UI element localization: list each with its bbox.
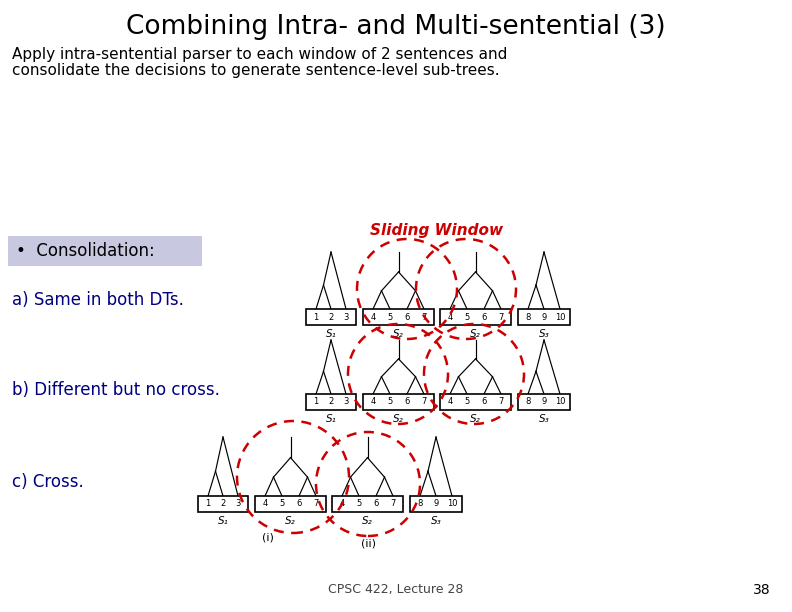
Bar — [518, 394, 570, 410]
Text: S₁: S₁ — [218, 516, 228, 526]
Text: 9: 9 — [542, 313, 546, 321]
Bar — [363, 394, 434, 410]
Text: 1: 1 — [314, 313, 318, 321]
Text: 10: 10 — [554, 398, 565, 406]
Bar — [440, 309, 511, 325]
Text: 3: 3 — [343, 398, 348, 406]
Text: 4: 4 — [371, 398, 375, 406]
Text: S₁: S₁ — [326, 414, 337, 424]
Text: 8: 8 — [417, 499, 423, 509]
Text: 5: 5 — [356, 499, 362, 509]
Text: 2: 2 — [220, 499, 226, 509]
Text: 7: 7 — [421, 313, 427, 321]
Text: 4: 4 — [447, 313, 452, 321]
Text: 38: 38 — [753, 583, 771, 597]
Text: 4: 4 — [447, 398, 452, 406]
Text: 2: 2 — [329, 313, 333, 321]
Text: S₂: S₂ — [470, 329, 481, 339]
Text: 6: 6 — [482, 398, 487, 406]
Text: c) Cross.: c) Cross. — [12, 473, 84, 491]
Bar — [363, 309, 434, 325]
Text: S₃: S₃ — [539, 329, 550, 339]
Bar — [440, 394, 511, 410]
Bar — [198, 496, 248, 512]
Text: Apply intra-sentential parser to each window of 2 sentences and: Apply intra-sentential parser to each wi… — [12, 47, 508, 61]
Text: 4: 4 — [371, 313, 375, 321]
Text: 7: 7 — [314, 499, 318, 509]
Text: 3: 3 — [343, 313, 348, 321]
FancyBboxPatch shape — [8, 236, 202, 266]
Text: 3: 3 — [235, 499, 241, 509]
Text: S₂: S₂ — [393, 329, 404, 339]
Bar — [332, 496, 403, 512]
Text: 5: 5 — [387, 313, 393, 321]
Text: 6: 6 — [404, 313, 409, 321]
Bar — [306, 309, 356, 325]
Text: 4: 4 — [262, 499, 268, 509]
Text: 4: 4 — [340, 499, 345, 509]
Text: S₃: S₃ — [539, 414, 550, 424]
Text: 2: 2 — [329, 398, 333, 406]
Text: 1: 1 — [314, 398, 318, 406]
Text: 8: 8 — [525, 398, 531, 406]
Text: 6: 6 — [373, 499, 379, 509]
Bar — [255, 496, 326, 512]
Bar — [518, 309, 570, 325]
Text: S₂: S₂ — [393, 414, 404, 424]
Text: S₂: S₂ — [285, 516, 296, 526]
Text: 6: 6 — [296, 499, 302, 509]
Text: 5: 5 — [387, 398, 393, 406]
Text: 9: 9 — [542, 398, 546, 406]
Text: •  Consolidation:: • Consolidation: — [16, 242, 154, 260]
Text: S₃: S₃ — [431, 516, 441, 526]
Text: 10: 10 — [447, 499, 457, 509]
Text: CPSC 422, Lecture 28: CPSC 422, Lecture 28 — [329, 583, 463, 597]
Text: (ii): (ii) — [360, 539, 375, 549]
Text: S₁: S₁ — [326, 329, 337, 339]
Text: Combining Intra- and Multi-sentential (3): Combining Intra- and Multi-sentential (3… — [126, 14, 666, 40]
Text: 5: 5 — [280, 499, 284, 509]
Text: 7: 7 — [498, 398, 504, 406]
Text: 8: 8 — [525, 313, 531, 321]
Text: 6: 6 — [404, 398, 409, 406]
Bar — [410, 496, 462, 512]
Text: (i): (i) — [262, 533, 274, 543]
Text: Sliding Window: Sliding Window — [370, 223, 503, 237]
Text: b) Different but no cross.: b) Different but no cross. — [12, 381, 220, 399]
Text: 7: 7 — [421, 398, 427, 406]
Text: 5: 5 — [464, 398, 470, 406]
Text: a) Same in both DTs.: a) Same in both DTs. — [12, 291, 184, 309]
Bar — [306, 394, 356, 410]
Text: 6: 6 — [482, 313, 487, 321]
Text: S₂: S₂ — [362, 516, 373, 526]
Text: consolidate the decisions to generate sentence-level sub-trees.: consolidate the decisions to generate se… — [12, 64, 500, 78]
Text: 10: 10 — [554, 313, 565, 321]
Text: 7: 7 — [498, 313, 504, 321]
Text: 1: 1 — [205, 499, 211, 509]
Text: 9: 9 — [433, 499, 439, 509]
Text: 7: 7 — [390, 499, 396, 509]
Text: S₂: S₂ — [470, 414, 481, 424]
Text: 5: 5 — [464, 313, 470, 321]
